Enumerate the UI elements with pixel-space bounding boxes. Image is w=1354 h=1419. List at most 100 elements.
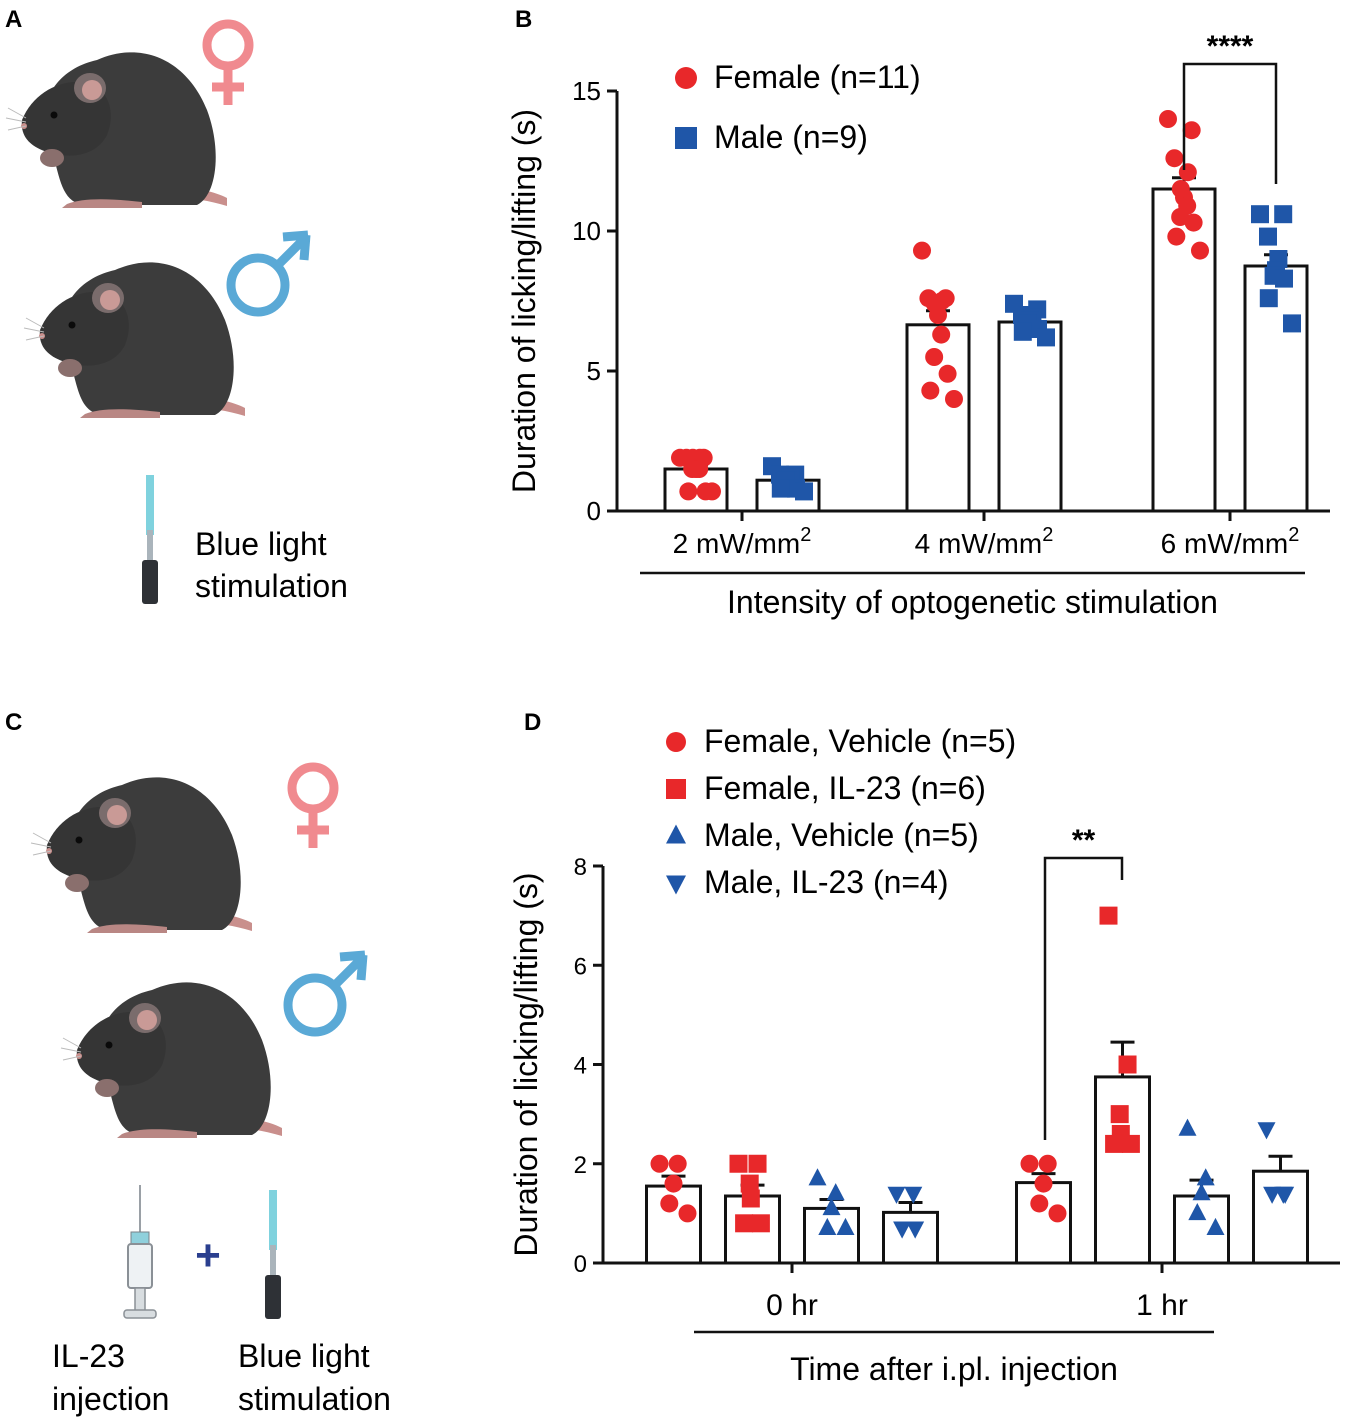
y-axis-title: Duration of licking/lifting (s) [508, 872, 544, 1256]
y-tick-label: 10 [572, 216, 601, 246]
data-point [1188, 1203, 1207, 1221]
x-tick-label: 1 hr [1136, 1289, 1188, 1322]
data-point [904, 1186, 923, 1204]
data-point [1167, 227, 1186, 246]
data-point [1274, 205, 1293, 224]
data-point [932, 325, 951, 344]
y-tick-label: 5 [587, 356, 601, 386]
data-point [893, 1221, 912, 1239]
y-tick-label: 0 [574, 1251, 587, 1278]
data-point [836, 1217, 855, 1236]
panel-letter-d: D [524, 709, 541, 736]
female-symbol-icon [292, 767, 334, 848]
legend-label: Female, Vehicle (n=5) [704, 723, 1016, 759]
panel-letter-b: B [515, 6, 532, 33]
female-mouse-illustration [5, 51, 228, 209]
data-point [808, 1168, 827, 1186]
data-point [660, 1194, 679, 1213]
data-point [1048, 1204, 1067, 1223]
data-point [1283, 314, 1301, 333]
optic-fiber-icon [142, 475, 158, 604]
legend-marker [666, 732, 686, 752]
plus-sign: + [195, 1231, 221, 1280]
data-point [1171, 208, 1190, 226]
stimulation-label-line1: Blue light [238, 1338, 370, 1374]
data-point [1196, 1168, 1215, 1186]
legend-marker [675, 127, 697, 149]
legend-marker [666, 875, 686, 895]
data-point [1191, 241, 1209, 260]
data-point [751, 1214, 770, 1233]
stimulation-label-line1: Blue light [195, 526, 327, 562]
x-axis-title: Intensity of optogenetic stimulation [727, 584, 1218, 620]
data-point [1038, 1154, 1057, 1173]
data-point [740, 1174, 759, 1193]
data-point [748, 1154, 767, 1173]
male-mouse-illustration [23, 261, 246, 419]
data-point [1034, 1174, 1053, 1193]
male-symbol-icon [231, 235, 308, 312]
data-point [1259, 227, 1277, 246]
significance-label: **** [1207, 30, 1254, 63]
injection-label-line1: IL-23 [52, 1338, 125, 1374]
data-point [1206, 1217, 1225, 1236]
y-tick-label: 4 [574, 1053, 587, 1080]
chart-b: B 0 5 10 15 Duration of licking/lifting (s) 2… [506, 6, 1330, 620]
male-symbol-icon [288, 955, 365, 1032]
data-point [1030, 1194, 1049, 1213]
x-tick-label: 4 mW/mm2 [915, 524, 1054, 559]
data-point [1184, 213, 1203, 232]
optic-fiber-icon [265, 1190, 281, 1319]
data-point [1099, 906, 1118, 925]
y-tick-label: 15 [572, 76, 601, 106]
female-symbol-icon [207, 24, 249, 105]
syringe-icon [123, 1185, 157, 1319]
bar [882, 1210, 939, 1265]
bar [803, 1206, 860, 1265]
y-axis-title: Duration of licking/lifting (s) [506, 109, 542, 493]
x-tick-label: 2 mW/mm2 [673, 524, 812, 559]
y-tick-label: 6 [574, 953, 587, 980]
data-point [1178, 1118, 1197, 1136]
data-point [1182, 121, 1201, 140]
data-point [1121, 1134, 1140, 1153]
data-point [1257, 1122, 1276, 1140]
stimulation-label-line2: stimulation [238, 1381, 391, 1417]
data-point [1105, 1134, 1124, 1153]
data-point [678, 1204, 697, 1223]
legend-marker [666, 779, 686, 799]
legend-label: Male, IL-23 (n=4) [704, 864, 949, 900]
data-point [1165, 149, 1184, 168]
significance-bracket [1182, 62, 1278, 184]
x-axis-title: Time after i.pl. injection [790, 1351, 1118, 1387]
bar [1151, 187, 1217, 513]
data-point [1251, 205, 1269, 224]
data-point [683, 460, 702, 478]
data-point [1178, 163, 1197, 182]
data-point [795, 482, 813, 501]
data-point [1159, 110, 1177, 128]
bar [1252, 1169, 1309, 1265]
data-point [679, 482, 698, 501]
panel-letter-a: A [5, 6, 22, 33]
data-point [945, 390, 963, 408]
data-point [1037, 328, 1055, 347]
data-point [925, 348, 944, 366]
data-point [826, 1183, 845, 1201]
chart-d: D 0 2 4 6 8 Duration of licking/lifting (s) 0 … [508, 709, 1340, 1387]
bar [997, 320, 1063, 513]
injection-label-line2: injection [52, 1381, 169, 1417]
male-mouse-illustration [60, 981, 283, 1139]
y-tick-label: 8 [574, 854, 587, 881]
data-point [1276, 1186, 1295, 1204]
data-point [650, 1154, 669, 1173]
data-point [822, 1198, 841, 1216]
panel-a: A Blue light stimulation [5, 6, 348, 604]
x-tick-label: 6 mW/mm2 [1161, 524, 1300, 559]
stimulation-label-line2: stimulation [195, 568, 348, 604]
panel-letter-c: C [5, 709, 22, 736]
data-point [1259, 289, 1278, 308]
data-point [1263, 1186, 1282, 1204]
data-point [729, 1154, 748, 1173]
